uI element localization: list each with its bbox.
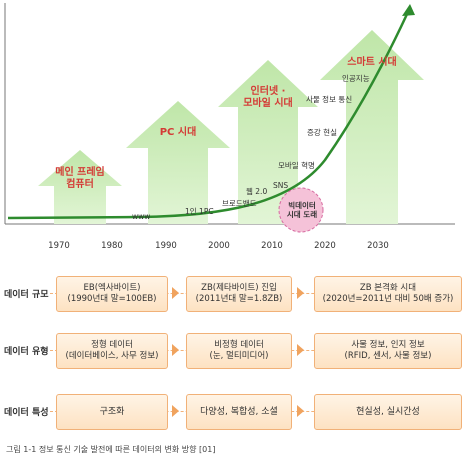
cell-line: (눈, 멀티미디어) (209, 351, 269, 361)
timeline-diagram: 메인 프레임 컴퓨터 PC 시대 인터넷 · 모바일 시대 스마트 시대 www… (4, 3, 455, 251)
row-arrow (297, 405, 304, 417)
cell-line: 비정형 데이터 (214, 340, 264, 350)
row-label-scale: 데이터 규모 (4, 290, 49, 300)
row-label-type: 데이터 유형 (4, 347, 49, 357)
cell-traits-2: 다양성, 복합성, 소셜 (186, 394, 292, 430)
era-title-smart: 스마트 시대 (337, 57, 407, 69)
cell-line: 구조화 (99, 406, 125, 417)
era-title-line: 스마트 시대 (347, 57, 397, 68)
era-title-line: PC 시대 (159, 127, 197, 138)
year-label: 1980 (101, 241, 123, 251)
cell-line: (2020년=2011년 대비 50배 증가) (322, 294, 454, 304)
era-title-pc: PC 시대 (148, 127, 208, 139)
note-one-person-pc: 1인 1PC (185, 207, 214, 216)
cell-type-1: 정형 데이터 (데이터베이스, 사무 정보) (56, 333, 168, 369)
cell-scale-3: ZB 본격화 시대 (2020년=2011년 대비 50배 증가) (314, 276, 462, 312)
era-arrow-internet (218, 60, 318, 224)
timeline-graphic (4, 3, 455, 233)
note-broadband: 브로드밴드 (222, 199, 257, 208)
cell-type-3: 사물 정보, 인지 정보 (RFID, 센서, 사물 정보) (314, 333, 462, 369)
row-arrow (172, 287, 179, 299)
year-label: 2020 (314, 241, 336, 251)
cell-line: 사물 정보, 인지 정보 (351, 340, 425, 350)
cell-line: (RFID, 센서, 사물 정보) (344, 351, 432, 361)
bigdata-label-line: 시대 도래 (286, 210, 318, 219)
cell-line: ZB 본격화 시대 (359, 283, 417, 293)
note-web20: 웹 2.0 (246, 187, 268, 196)
note-www: www (132, 212, 151, 221)
era-title-line: 메인 프레임 (55, 167, 105, 178)
growth-curve-arrowhead (402, 4, 415, 16)
era-title-line: 인터넷 · (250, 86, 286, 97)
cell-line: EB(엑사바이트) (83, 283, 141, 293)
row-arrow (297, 344, 304, 356)
cell-traits-3: 현실성, 실시간성 (314, 394, 462, 430)
cell-line: (2011년대 말=1.8ZB) (195, 294, 283, 304)
cell-line: (데이터베이스, 사무 정보) (65, 351, 159, 361)
cell-line: 다양성, 복합성, 소셜 (200, 406, 278, 417)
row-arrow (172, 344, 179, 356)
bigdata-label-line: 빅데이터 (288, 201, 316, 210)
note-ai: 인공지능 (342, 74, 370, 83)
note-mobile-revolution: 모바일 혁명 (278, 161, 315, 170)
bigdata-circle (278, 187, 324, 233)
cell-scale-1: EB(엑사바이트) (1990년대 말=100EB) (56, 276, 168, 312)
cell-line: (1990년대 말=100EB) (67, 294, 157, 304)
era-title-internet: 인터넷 · 모바일 시대 (233, 86, 303, 110)
year-label: 2010 (261, 241, 283, 251)
note-augmented-reality: 증강 현실 (307, 128, 337, 137)
note-iot: 사물 정보 통신 (306, 95, 353, 104)
bigdata-label: 빅데이터 시대 도래 (279, 201, 325, 219)
era-title-mainframe: 메인 프레임 컴퓨터 (50, 167, 110, 191)
row-arrow (172, 405, 179, 417)
cell-traits-1: 구조화 (56, 394, 168, 430)
era-title-line: 모바일 시대 (243, 98, 293, 109)
cell-scale-2: ZB(제타바이트) 진입 (2011년대 말=1.8ZB) (186, 276, 292, 312)
note-sns: SNS (273, 181, 289, 190)
cell-line: ZB(제타바이트) 진입 (201, 283, 277, 293)
era-title-line: 컴퓨터 (66, 179, 94, 190)
year-label: 1970 (48, 241, 70, 251)
era-arrow-pc (126, 101, 230, 224)
cell-type-2: 비정형 데이터 (눈, 멀티미디어) (186, 333, 292, 369)
year-label: 1990 (155, 241, 177, 251)
year-label: 2000 (208, 241, 230, 251)
year-label: 2030 (367, 241, 389, 251)
era-arrow-mainframe (38, 150, 122, 224)
growth-curve (7, 11, 410, 220)
figure-caption: 그림 1-1 정보 통신 기술 발전에 따른 데이터의 변화 방향 [01] (6, 445, 216, 454)
cell-line: 정형 데이터 (91, 340, 133, 350)
cell-line: 현실성, 실시간성 (356, 406, 420, 417)
era-arrow-smart (320, 30, 424, 224)
row-arrow (297, 287, 304, 299)
row-label-traits: 데이터 특성 (4, 408, 49, 418)
